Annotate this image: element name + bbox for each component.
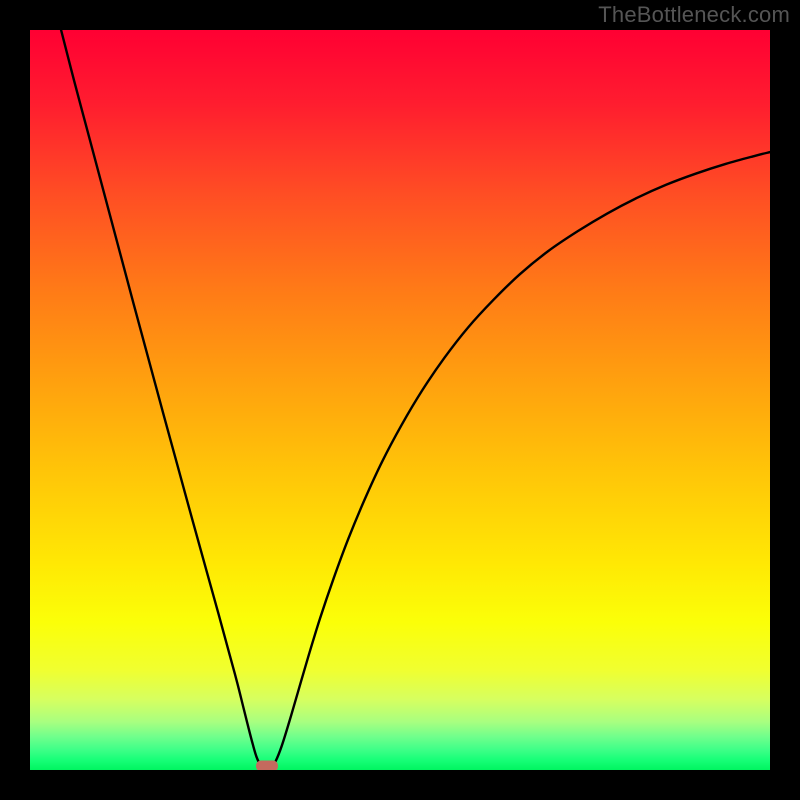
bottleneck-curve (30, 30, 770, 770)
watermark-text: TheBottleneck.com (598, 2, 790, 28)
curve-left-branch (61, 30, 263, 769)
curve-right-branch (271, 152, 771, 769)
minimum-marker (256, 760, 278, 770)
chart-plot-area (30, 30, 770, 770)
